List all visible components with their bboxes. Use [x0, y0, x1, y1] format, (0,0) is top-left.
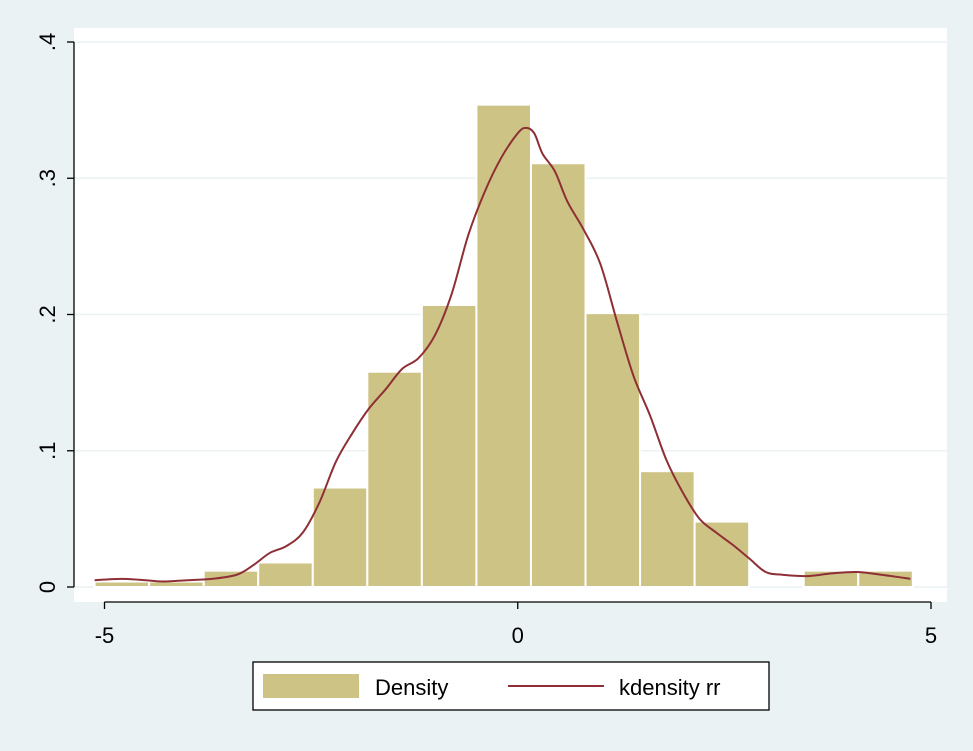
histogram-bar	[257, 561, 314, 588]
x-tick-label: -5	[95, 623, 115, 648]
histogram-bars	[93, 103, 914, 589]
kde-layer	[94, 126, 911, 583]
y-tick-label: .2	[35, 305, 60, 323]
legend-swatch-density	[263, 674, 359, 698]
y-tick-label: .3	[35, 169, 60, 187]
x-tick-label: 5	[925, 623, 937, 648]
histogram-bar	[420, 303, 478, 588]
histogram-bar	[475, 103, 532, 589]
histogram-bar	[93, 580, 151, 588]
x-tick-label: 0	[512, 623, 524, 648]
histogram-bar	[311, 486, 369, 589]
y-tick-label: .1	[35, 442, 60, 460]
kde-line	[94, 126, 911, 583]
histogram-bar	[366, 370, 423, 588]
histogram-bar	[693, 520, 751, 588]
histogram-bar	[584, 312, 642, 588]
y-tick-label: 0	[35, 581, 60, 593]
y-tick-label: .4	[35, 33, 60, 51]
histogram-bar	[857, 569, 914, 589]
histogram-bar	[148, 580, 205, 588]
legend: Density kdensity rr	[252, 661, 770, 711]
axes: 0 .1 .2 .3 .4 -5 0 5	[35, 33, 937, 648]
histogram-bar	[639, 470, 696, 588]
histogram-bar	[529, 162, 587, 588]
legend-label-kde: kdensity rr	[619, 675, 720, 700]
legend-label-density: Density	[375, 675, 448, 700]
